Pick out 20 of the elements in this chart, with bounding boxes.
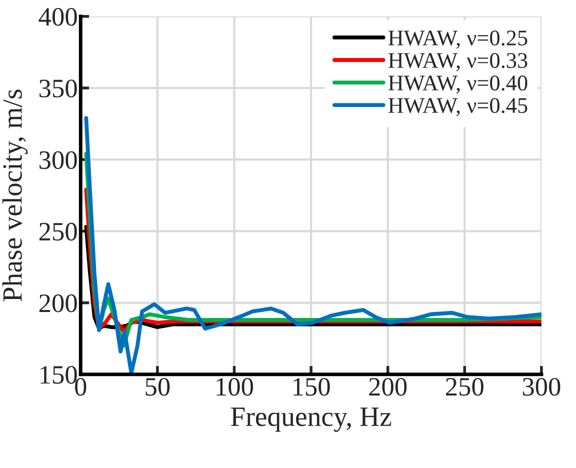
line-series bbox=[84, 116, 542, 374]
legend-label: HWAW, ν=0.25 bbox=[388, 30, 528, 49]
y-tick-label: 200 bbox=[39, 294, 77, 312]
x-tick-label: 50 bbox=[146, 378, 170, 396]
y-tick-label: 250 bbox=[39, 222, 77, 241]
y-tick-label: 300 bbox=[40, 151, 77, 170]
legend-label: HWAW, ν=0.45 bbox=[388, 98, 528, 116]
legend-label: HWAW, ν=0.40 bbox=[388, 76, 528, 94]
x-tick-label: 300 bbox=[522, 378, 560, 396]
y-tick-label: 400 bbox=[38, 8, 77, 26]
y-axis-title: Phase velocity, m/s bbox=[2, 90, 28, 302]
x-axis-title: Frequency, Hz bbox=[230, 408, 392, 432]
x-tick-label: 250 bbox=[446, 378, 484, 396]
x-tick-label: 100 bbox=[216, 378, 254, 396]
x-tick-label: 200 bbox=[369, 378, 407, 396]
y-tick-label: 150 bbox=[40, 366, 77, 384]
x-tick-label: 0 bbox=[75, 378, 86, 396]
legend-label: HWAW, ν=0.33 bbox=[388, 53, 528, 72]
x-tick-label: 150 bbox=[294, 378, 330, 396]
y-tick-label: 350 bbox=[40, 80, 77, 98]
